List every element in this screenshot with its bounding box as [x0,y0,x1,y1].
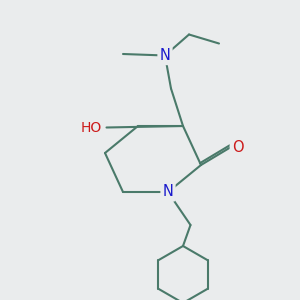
Text: O: O [232,140,243,154]
Text: HO: HO [81,121,102,134]
Text: N: N [160,48,170,63]
Text: N: N [163,184,173,200]
